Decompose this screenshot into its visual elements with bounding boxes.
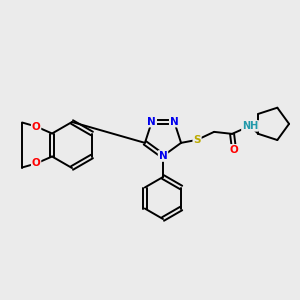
- Text: O: O: [230, 145, 239, 155]
- Text: N: N: [170, 117, 178, 127]
- Text: N: N: [159, 151, 167, 161]
- Text: S: S: [193, 135, 201, 145]
- Text: O: O: [32, 122, 40, 131]
- Text: NH: NH: [242, 121, 258, 131]
- Text: O: O: [32, 158, 40, 169]
- Text: N: N: [148, 117, 156, 127]
